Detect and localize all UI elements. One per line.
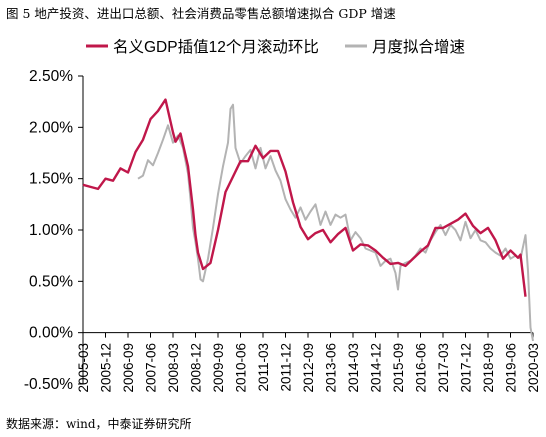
legend-label: 名义GDP插值12个月滚动环比 — [113, 38, 319, 56]
x-tick-label: 2006-09 — [121, 343, 136, 393]
source-note: 数据来源：wind，中泰证券研究所 — [6, 417, 192, 431]
figure-caption: 图 5 地产投资、进出口总额、社会消费品零售总额增速拟合 GDP 增速 — [6, 6, 396, 21]
legend-label: 月度拟合增速 — [372, 38, 465, 56]
x-tick-label: 2017-03 — [436, 343, 451, 393]
x-tick-label: 2008-03 — [166, 343, 181, 393]
x-tick-label: 2015-09 — [391, 343, 406, 393]
y-axis: -0.50% 0.00% 0.50% 1.00% 1.50% 2.00% 2.50% — [24, 68, 84, 393]
y-tick-label: 2.00% — [29, 119, 73, 136]
x-tick-label: 2019-06 — [504, 343, 519, 393]
x-tick-label: 2011-12 — [279, 343, 294, 392]
y-tick-label: 0.50% — [29, 273, 73, 290]
x-tick-label: 2011-03 — [256, 343, 271, 392]
x-tick-label: 2010-06 — [234, 343, 249, 393]
x-tick-label: 2017-12 — [459, 343, 474, 393]
y-tick-label: 1.00% — [29, 222, 73, 239]
x-tick-label: 2014-03 — [346, 343, 361, 393]
x-tick-label: 2005-03 — [76, 343, 91, 393]
x-tick-label: 2009-09 — [211, 343, 226, 393]
y-tick-label: -0.50% — [24, 376, 73, 393]
series-line-1 — [82, 98, 527, 297]
x-tick-label: 2016-06 — [414, 343, 429, 393]
x-tick-label: 2014-12 — [369, 343, 384, 393]
y-tick-label: 1.50% — [29, 171, 73, 188]
x-tick-label: 2012-09 — [301, 343, 316, 393]
x-tick-label: 2013-06 — [324, 343, 339, 393]
y-tick-label: 2.50% — [29, 68, 73, 85]
series-layer — [82, 98, 534, 342]
x-axis: 2005-03 2005-12 2006-09 2007-06 2008-03 2008-… — [76, 332, 541, 393]
y-tick-label: 0.00% — [29, 325, 73, 342]
x-tick-label: 2005-12 — [99, 343, 114, 393]
legend: 名义GDP插值12个月滚动环比 月度拟合增速 — [86, 38, 465, 56]
x-tick-label: 2018-09 — [481, 343, 496, 393]
x-tick-label: 2008-12 — [189, 343, 204, 393]
x-tick-label: 2020-03 — [526, 343, 541, 393]
series-line-2 — [137, 103, 534, 342]
x-tick-label: 2007-06 — [144, 343, 159, 393]
